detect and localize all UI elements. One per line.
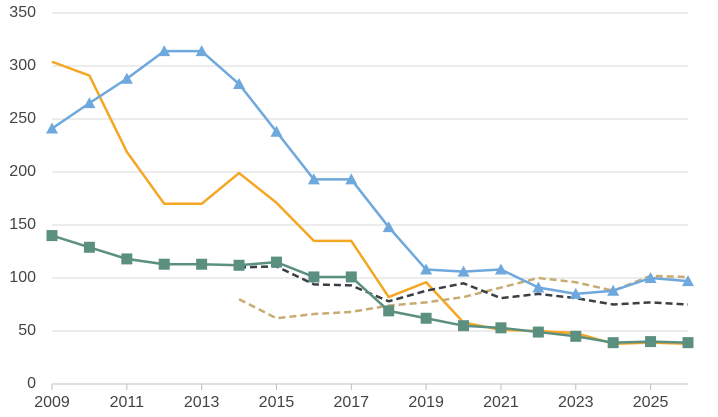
square-marker — [607, 337, 619, 349]
square-marker — [121, 253, 133, 265]
series-line — [51, 234, 689, 344]
series-line — [51, 60, 689, 345]
x-tick-label: 2021 — [483, 394, 519, 411]
square-marker — [270, 256, 282, 268]
x-tick-label: 2025 — [633, 394, 669, 411]
square-marker — [196, 258, 208, 270]
triangle-marker — [307, 173, 320, 185]
square-marker — [308, 271, 320, 283]
triangle-marker — [644, 272, 657, 283]
x-tick-label: 2013 — [184, 394, 220, 411]
square-marker — [233, 259, 245, 271]
x-tick-label: 2009 — [34, 394, 70, 411]
y-tick-label: 300 — [9, 57, 36, 74]
triangle-marker — [233, 78, 246, 90]
square-marker — [46, 230, 58, 242]
square-marker — [83, 241, 95, 253]
series-line — [238, 274, 689, 320]
triangle-marker — [195, 45, 208, 57]
square-marker — [532, 326, 544, 338]
triangle-marker — [494, 263, 507, 275]
triangle-marker — [158, 45, 171, 57]
y-tick-label: 200 — [9, 163, 36, 180]
series-line — [51, 49, 689, 296]
triangle-marker — [382, 221, 395, 233]
square-marker — [458, 320, 470, 332]
y-tick-label: 100 — [9, 269, 36, 286]
x-tick-label: 2015 — [259, 394, 295, 411]
y-tick-label: 150 — [9, 216, 36, 233]
square-marker — [420, 312, 432, 324]
triangle-marker — [607, 284, 620, 296]
y-tick-label: 50 — [18, 322, 36, 339]
triangle-marker — [83, 97, 96, 109]
square-marker — [682, 337, 694, 349]
triangle-marker — [46, 122, 58, 134]
triangle-marker — [682, 275, 694, 287]
y-tick-label: 0 — [27, 375, 36, 392]
triangle-marker — [345, 173, 358, 185]
triangle-marker — [457, 265, 470, 277]
triangle-marker — [420, 263, 433, 275]
y-tick-label: 250 — [9, 110, 36, 127]
triangle-marker — [120, 72, 133, 84]
square-marker — [345, 271, 357, 283]
series-line — [239, 265, 689, 306]
square-marker — [570, 330, 582, 342]
triangle-marker — [270, 125, 283, 137]
square-marker — [495, 322, 507, 334]
triangle-marker — [532, 281, 545, 293]
square-marker — [158, 258, 170, 270]
x-tick-label: 2017 — [333, 394, 369, 411]
triangle-marker — [569, 287, 582, 299]
x-tick-label: 2011 — [110, 394, 145, 411]
square-marker — [645, 336, 657, 348]
x-tick-label: 2019 — [408, 394, 444, 411]
square-marker — [383, 305, 395, 317]
x-tick-label: 2023 — [558, 394, 594, 411]
y-tick-label: 350 — [9, 4, 36, 21]
